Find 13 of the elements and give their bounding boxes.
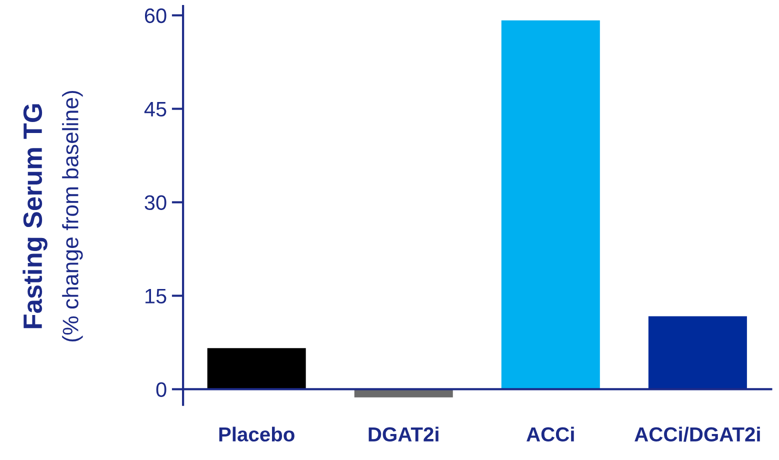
y-tick-label: 30 <box>144 195 166 210</box>
bar <box>207 348 306 390</box>
x-tick-label: DGAT2i <box>368 426 438 442</box>
bar <box>501 20 600 390</box>
bar <box>648 316 747 390</box>
x-tick-label: Placebo <box>219 426 294 442</box>
y-axis-title: Fasting Serum TG (% change from baseline) <box>22 90 83 342</box>
y-tick-label: 15 <box>146 288 166 304</box>
y-tick-label: 45 <box>144 102 166 117</box>
x-tick-label: ACCi <box>526 426 574 442</box>
y-tick-label: 0 <box>156 382 166 397</box>
y-tick-label: 60 <box>144 8 166 24</box>
x-tick-label: ACCi/DGAT2i <box>634 426 760 442</box>
